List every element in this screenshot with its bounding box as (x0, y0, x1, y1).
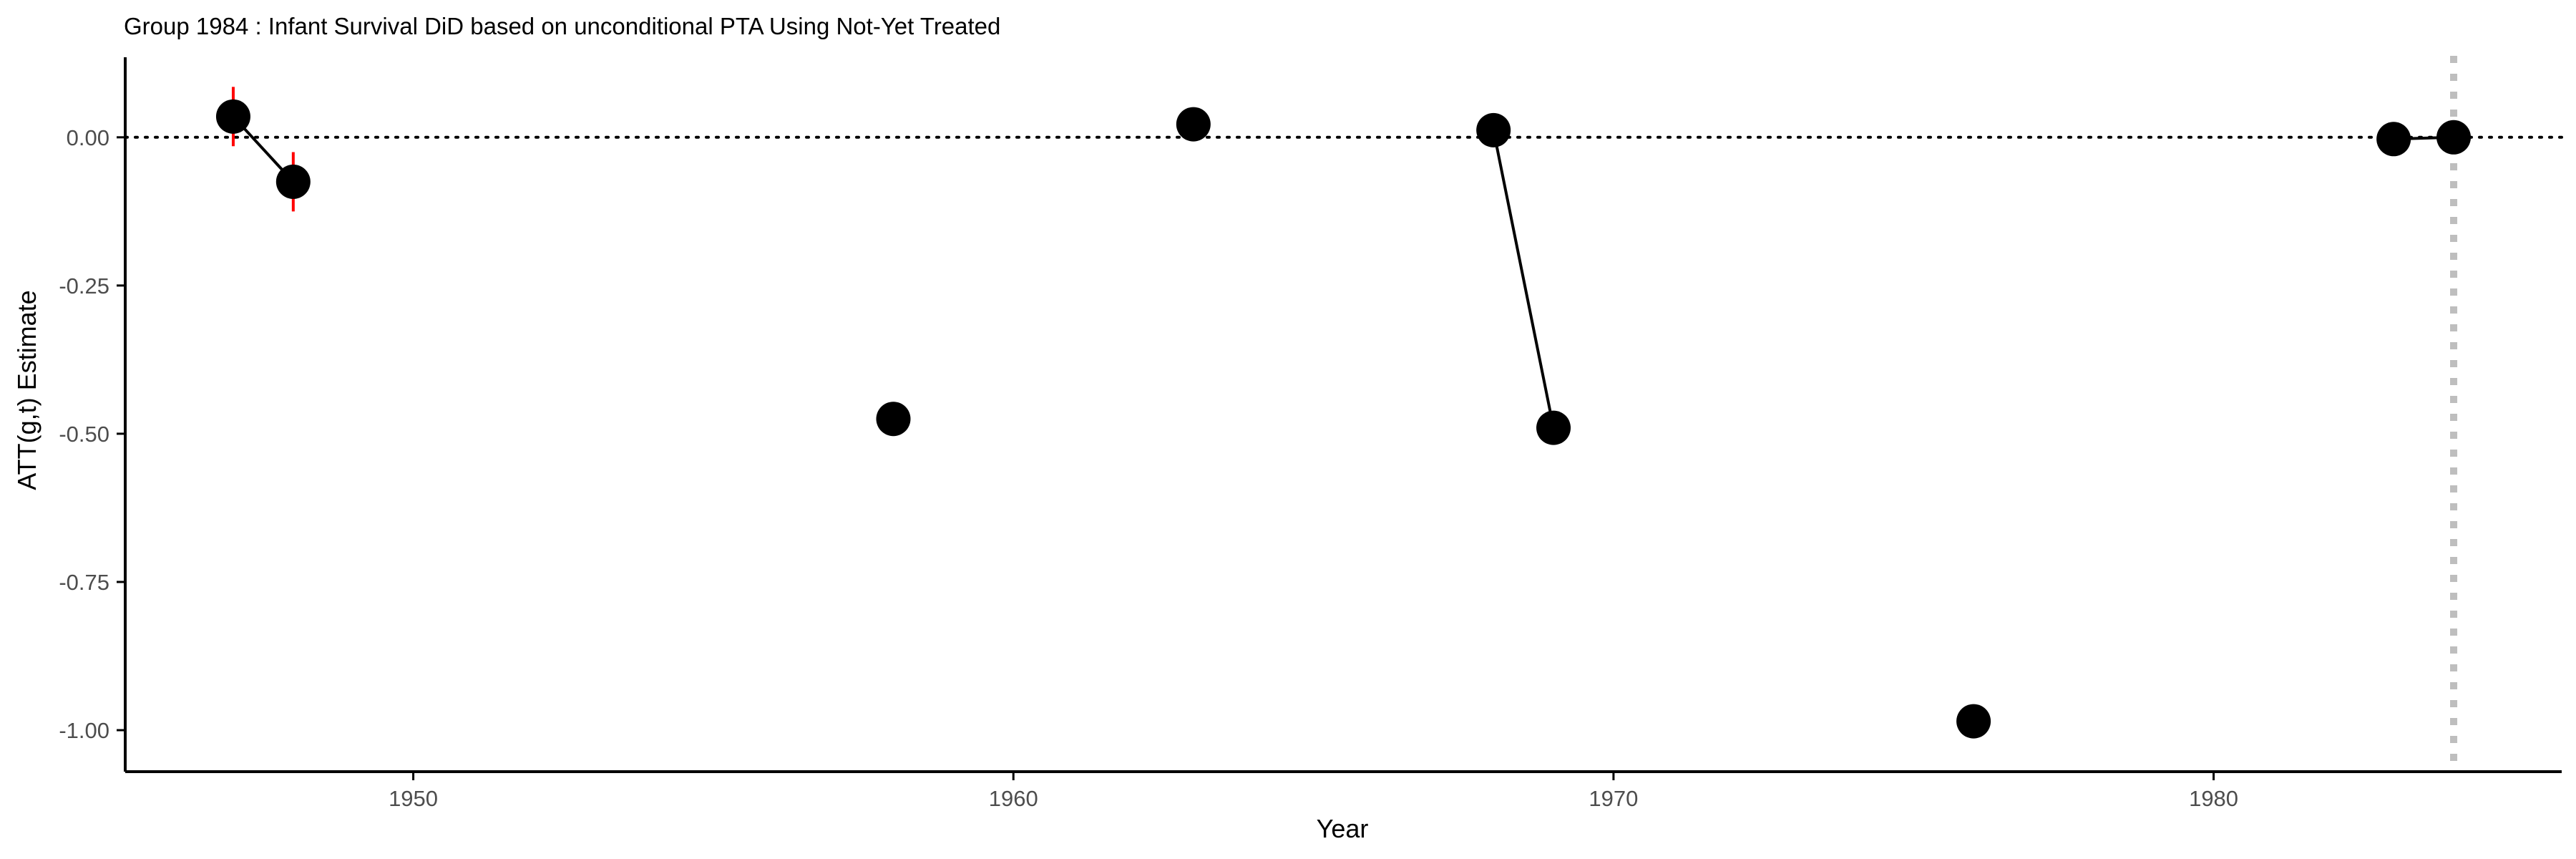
data-point (1956, 704, 1991, 739)
data-point (1536, 410, 1571, 445)
plot-area (124, 56, 2563, 772)
y-axis-title: ATT(g,t) Estimate (12, 290, 42, 490)
y-tick-label: 0.00 (67, 125, 109, 150)
x-tick-label: 1950 (389, 786, 438, 811)
series-line-segment (1492, 130, 1555, 429)
y-axis: 0.00 -0.25 -0.50 -0.75 -1.00 (59, 57, 127, 772)
y-tick-label: -0.75 (59, 570, 109, 595)
data-point (2436, 120, 2472, 155)
x-tick-label: 1960 (989, 786, 1038, 811)
x-tick-label: 1970 (1589, 786, 1638, 811)
x-tick-label: 1980 (2189, 786, 2238, 811)
y-tick-label: -1.00 (59, 718, 109, 743)
y-tick-label: -0.25 (59, 273, 109, 299)
data-point (1176, 107, 1211, 142)
y-tick-label: -0.50 (59, 422, 109, 447)
data-point (1476, 112, 1511, 147)
data-point (275, 164, 311, 199)
x-axis-title: Year (1317, 814, 1369, 843)
x-axis: 1950 1960 1970 1980 (125, 770, 2562, 811)
data-point (876, 402, 911, 437)
data-point (215, 99, 250, 134)
chart-title: Group 1984 : Infant Survival DiD based o… (124, 13, 1000, 39)
data-point (2376, 122, 2411, 157)
